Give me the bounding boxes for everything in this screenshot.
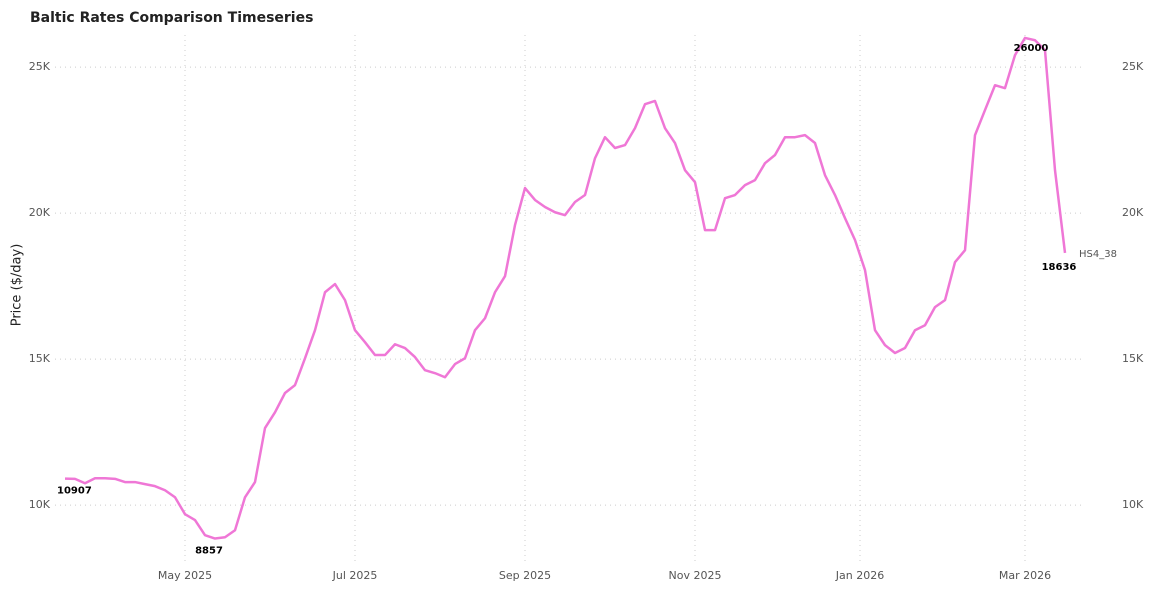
x-tick-label: May 2025	[158, 569, 212, 582]
x-tick-label: Jan 2026	[835, 569, 884, 582]
y-axis-label: Price ($/day)	[10, 244, 25, 327]
data-label: 26000	[1014, 43, 1049, 54]
y-tick-label: 20K	[29, 206, 51, 219]
data-label: 8857	[195, 546, 223, 557]
data-label: 10907	[57, 486, 92, 497]
chart-title: Baltic Rates Comparison Timeseries	[30, 10, 313, 26]
y2-tick-label: 20K	[1122, 206, 1144, 219]
data-label: 18636	[1042, 262, 1077, 273]
y2-tick-label: 15K	[1122, 352, 1144, 365]
x-tick-label: Sep 2025	[499, 569, 551, 582]
y-tick-label: 10K	[29, 498, 51, 511]
y-tick-label: 15K	[29, 352, 51, 365]
y2-tick-label: 10K	[1122, 498, 1144, 511]
series-name-label: HS4_38	[1079, 249, 1117, 260]
y2-tick-label: 25K	[1122, 60, 1144, 73]
x-tick-label: Nov 2025	[669, 569, 722, 582]
y-tick-label: 25K	[29, 60, 51, 73]
series-line	[64, 36, 1067, 540]
x-tick-label: Mar 2026	[999, 569, 1051, 582]
x-tick-label: Jul 2025	[332, 569, 378, 582]
